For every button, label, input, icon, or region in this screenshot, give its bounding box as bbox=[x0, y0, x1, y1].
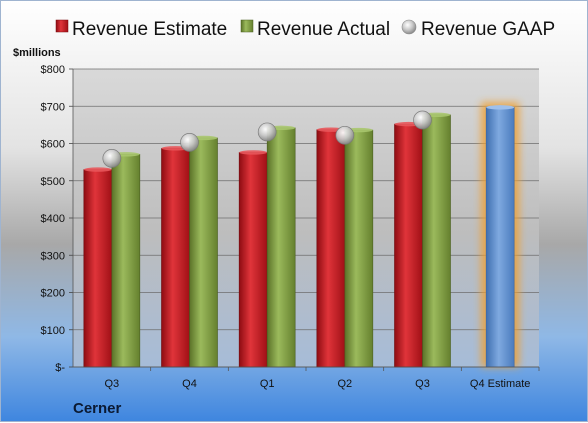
legend-label-revenue-gaap: Revenue GAAP bbox=[421, 19, 555, 40]
legend-swatch-revenue-actual bbox=[240, 19, 254, 33]
bar-revenue-actual bbox=[422, 114, 451, 368]
x-tick-label: Q1 bbox=[260, 378, 275, 390]
y-tick-label: $600 bbox=[41, 139, 65, 151]
legend: Revenue Estimate Revenue Actual Revenue … bbox=[55, 19, 555, 40]
point-revenue-gaap bbox=[102, 149, 122, 168]
bar-revenue-actual bbox=[111, 154, 141, 368]
bar-revenue-actual bbox=[344, 129, 374, 368]
y-tick-label: $300 bbox=[41, 250, 65, 262]
bar-cap-revenue-estimate bbox=[83, 167, 112, 172]
bar-revenue-estimate bbox=[394, 123, 423, 368]
legend-marker-revenue-gaap bbox=[401, 19, 417, 35]
point-revenue-gaap bbox=[335, 125, 355, 145]
bar-revenue-estimate-forecast bbox=[485, 107, 515, 368]
x-tick-label: Q4 bbox=[182, 378, 197, 390]
y-tick-label: $400 bbox=[41, 213, 65, 225]
legend-label-revenue-estimate: Revenue Estimate bbox=[72, 19, 227, 40]
company-label: Cerner bbox=[73, 400, 122, 417]
point-revenue-gaap bbox=[180, 133, 199, 152]
x-tick-label: Q3 bbox=[104, 378, 119, 390]
y-tick-label: $700 bbox=[41, 101, 65, 113]
x-tick-label: Q3 bbox=[415, 378, 430, 390]
x-tick-label: Q2 bbox=[337, 378, 352, 390]
point-revenue-gaap bbox=[413, 110, 432, 130]
bar-cap-revenue-estimate bbox=[239, 150, 268, 155]
y-tick-label: $- bbox=[55, 362, 65, 374]
x-tick-label: Q4 Estimate bbox=[470, 378, 531, 390]
legend-swatch-revenue-estimate bbox=[55, 19, 69, 33]
y-tick-label: $500 bbox=[41, 176, 65, 188]
bar-revenue-actual bbox=[189, 137, 218, 368]
y-tick-label: $100 bbox=[41, 325, 65, 337]
legend-label-revenue-actual: Revenue Actual bbox=[257, 19, 390, 40]
bar-cap-estimate-forecast bbox=[486, 105, 515, 110]
y-axis-unit-label: $millions bbox=[13, 47, 61, 59]
bar-revenue-estimate bbox=[316, 129, 346, 368]
bar-revenue-estimate bbox=[161, 148, 190, 368]
y-tick-label: $200 bbox=[41, 288, 65, 300]
bar-revenue-actual bbox=[266, 127, 296, 368]
point-revenue-gaap bbox=[257, 122, 277, 142]
bar-revenue-estimate bbox=[238, 152, 268, 368]
y-tick-label: $800 bbox=[41, 64, 65, 76]
bar-revenue-estimate bbox=[83, 169, 113, 368]
